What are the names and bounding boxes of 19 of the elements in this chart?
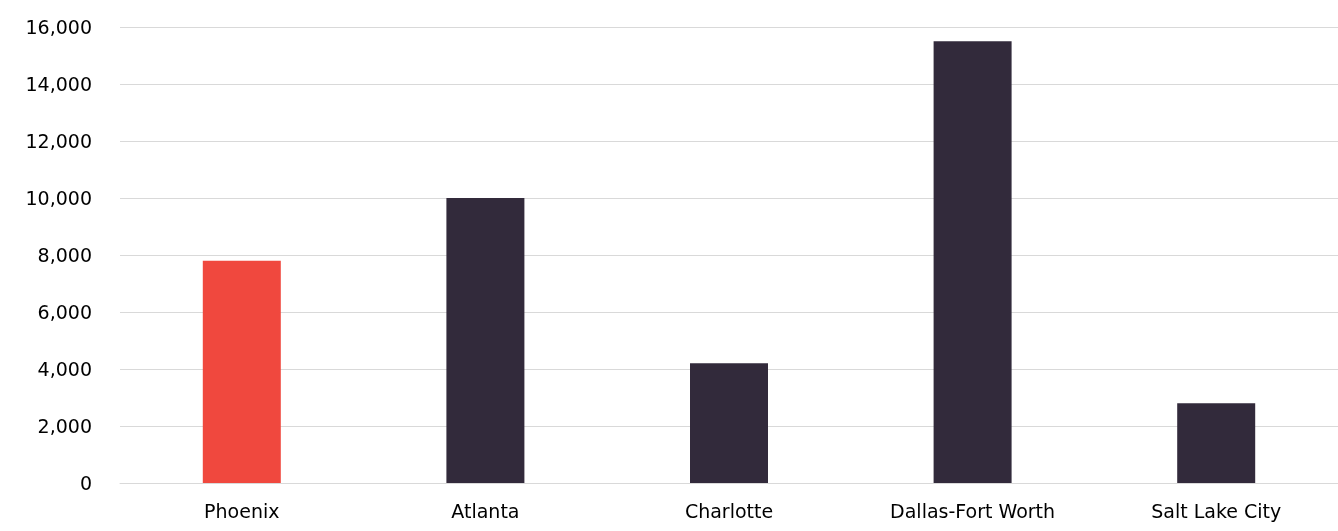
y-tick-label: 12,000	[25, 130, 92, 152]
y-tick-label: 0	[79, 472, 92, 494]
y-tick-label: 4,000	[37, 358, 92, 380]
y-tick-label: 16,000	[25, 16, 92, 38]
y-tick-label: 8,000	[37, 244, 92, 266]
x-tick-label: Salt Lake City	[1151, 499, 1282, 522]
y-tick-label: 2,000	[37, 415, 92, 437]
y-tick-label: 14,000	[25, 73, 92, 95]
bar	[1177, 403, 1256, 483]
x-tick-label: Atlanta	[451, 499, 520, 522]
y-tick-label: 10,000	[25, 187, 92, 209]
y-tick-label: 6,000	[37, 301, 92, 323]
bar	[933, 41, 1012, 483]
bar	[446, 198, 525, 483]
bar	[690, 363, 768, 483]
x-tick-label: Charlotte	[684, 499, 774, 522]
x-tick-label: Phoenix	[204, 499, 280, 522]
bar	[202, 260, 281, 483]
x-tick-label: Dallas-Fort Worth	[890, 499, 1056, 522]
